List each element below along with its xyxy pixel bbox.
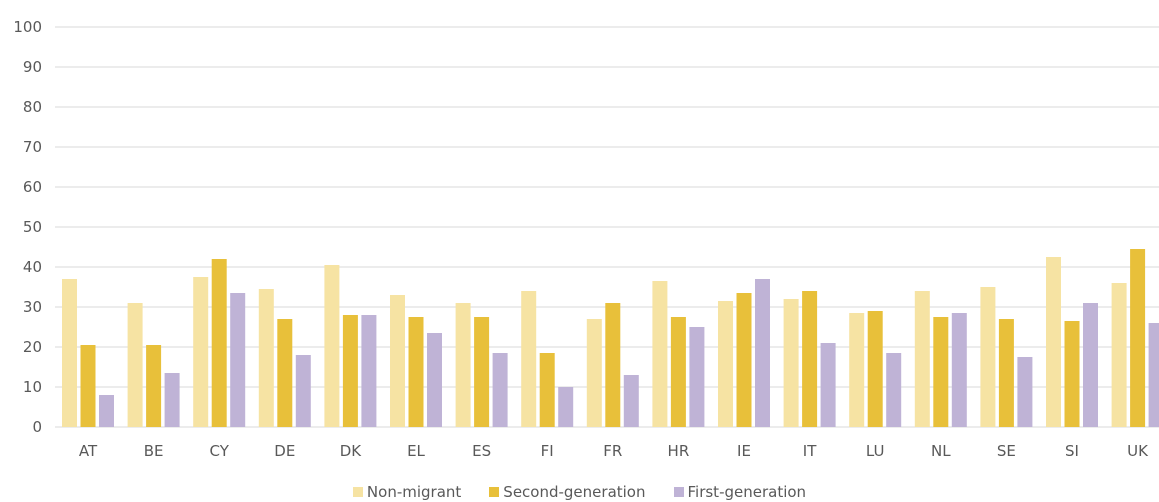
bar-ie-second-generation [736, 293, 752, 427]
bar-cy-first-generation [230, 293, 246, 427]
y-tick-label: 50 [23, 218, 42, 236]
bar-nl-first-generation [951, 313, 967, 427]
x-tick-label-de: DE [274, 442, 295, 460]
x-tick-label-dk: DK [340, 442, 363, 460]
y-tick-label: 0 [32, 418, 42, 436]
bar-fi-first-generation [558, 387, 574, 427]
bar-it-non-migrant [783, 299, 799, 427]
bar-cy-non-migrant [193, 277, 209, 427]
bar-de-non-migrant [258, 289, 274, 427]
bar-it-second-generation [802, 291, 818, 427]
bar-se-first-generation [1017, 357, 1033, 427]
y-tick-label: 60 [23, 178, 42, 196]
bar-at-first-generation [99, 395, 114, 427]
bar-dk-non-migrant [324, 265, 340, 427]
y-tick-label: 10 [23, 378, 42, 396]
bar-el-second-generation [408, 317, 424, 427]
bar-es-first-generation [492, 353, 508, 427]
x-tick-label-es: ES [472, 442, 491, 460]
bar-at-second-generation [80, 345, 96, 427]
legend-swatch-non-migrant [352, 487, 363, 497]
bar-es-second-generation [474, 317, 490, 427]
x-tick-label-it: IT [803, 442, 817, 460]
bar-dk-second-generation [342, 315, 358, 427]
y-tick-label: 80 [23, 98, 42, 116]
bar-hr-first-generation [689, 327, 705, 427]
bar-be-non-migrant [127, 303, 143, 427]
bar-at-non-migrant [62, 279, 77, 427]
bar-ie-first-generation [755, 279, 770, 427]
x-tick-label-hr: HR [668, 442, 690, 460]
bar-lu-non-migrant [849, 313, 865, 427]
bar-nl-non-migrant [914, 291, 930, 427]
y-tick-label: 20 [23, 338, 42, 356]
bar-be-first-generation [164, 373, 180, 427]
bar-dk-first-generation [361, 315, 377, 427]
bar-chart: 0 10 20 30 40 50 60 70 80 90 100 AT BE CY DE DK EL ES FI F… [13, 18, 1159, 460]
bar-be-second-generation [146, 345, 162, 427]
bar-de-second-generation [277, 319, 293, 427]
bar-fr-non-migrant [586, 319, 602, 427]
x-tick-label-at: AT [79, 442, 98, 460]
bar-fi-second-generation [539, 353, 555, 427]
x-tick-label-lu: LU [866, 442, 885, 460]
x-tick-label-se: SE [997, 442, 1016, 460]
legend-item-first-generation: First-generation [673, 483, 807, 501]
bar-es-non-migrant [455, 303, 471, 427]
bar-si-non-migrant [1046, 257, 1061, 427]
legend-label-second-generation: Second-generation [503, 483, 646, 501]
bar-uk-second-generation [1130, 249, 1146, 427]
bar-fi-non-migrant [521, 291, 537, 427]
bar-nl-second-generation [933, 317, 949, 427]
bar-si-second-generation [1064, 321, 1080, 427]
bar-hr-non-migrant [652, 281, 668, 427]
x-tick-label-fr: FR [603, 442, 622, 460]
x-tick-label-el: EL [407, 442, 425, 460]
x-tick-label-fi: FI [541, 442, 554, 460]
legend: Non-migrant Second-generation First-gene… [0, 482, 1159, 502]
y-tick-label: 30 [23, 298, 42, 316]
bar-fr-first-generation [623, 375, 639, 427]
legend-swatch-first-generation [673, 487, 684, 497]
legend-label-non-migrant: Non-migrant [366, 483, 462, 501]
legend-item-second-generation: Second-generation [489, 483, 646, 501]
x-tick-label-be: BE [144, 442, 164, 460]
bar-cy-second-generation [211, 259, 227, 427]
x-tick-label-ie: IE [737, 442, 751, 460]
x-tick-label-nl: NL [931, 442, 951, 460]
bar-se-second-generation [998, 319, 1014, 427]
x-axis-ticks: AT BE CY DE DK EL ES FI FR HR IE IT LU NL SE SI UK [79, 442, 1149, 460]
bar-it-first-generation [820, 343, 836, 427]
legend-label-first-generation: First-generation [687, 483, 807, 501]
bar-el-non-migrant [390, 295, 405, 427]
y-tick-label: 70 [23, 138, 42, 156]
x-tick-label-si: SI [1065, 442, 1079, 460]
bar-de-first-generation [295, 355, 311, 427]
bar-lu-first-generation [886, 353, 902, 427]
y-tick-label: 40 [23, 258, 42, 276]
x-tick-label-uk: UK [1127, 442, 1149, 460]
bar-fr-second-generation [605, 303, 621, 427]
y-axis-ticks: 0 10 20 30 40 50 60 70 80 90 100 [13, 18, 42, 436]
bar-se-non-migrant [980, 287, 996, 427]
bar-si-first-generation [1083, 303, 1098, 427]
bar-ie-non-migrant [718, 301, 733, 427]
bar-uk-non-migrant [1111, 283, 1127, 427]
bar-el-first-generation [427, 333, 442, 427]
y-tick-label: 90 [23, 58, 42, 76]
legend-swatch-second-generation [489, 487, 500, 497]
bar-hr-second-generation [670, 317, 686, 427]
x-tick-label-cy: CY [210, 442, 230, 460]
legend-item-non-migrant: Non-migrant [352, 483, 462, 501]
bar-lu-second-generation [867, 311, 883, 427]
bar-uk-first-generation [1148, 323, 1159, 427]
bars [62, 249, 1159, 427]
y-tick-label: 100 [13, 18, 42, 36]
